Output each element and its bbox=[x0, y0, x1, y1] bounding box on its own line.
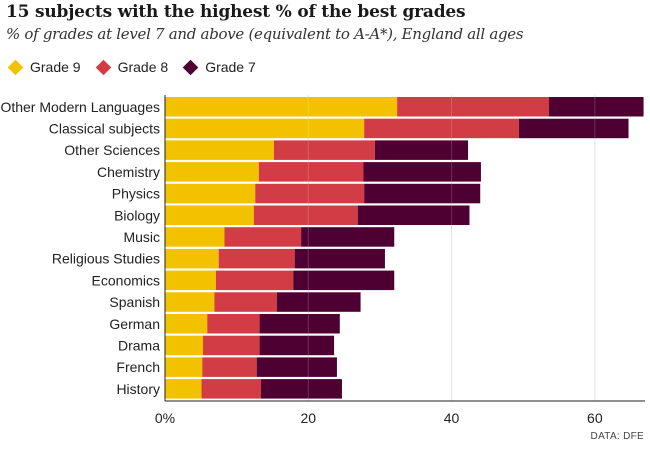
category-label: Other Sciences bbox=[64, 142, 160, 158]
bar-drama-grade-7 bbox=[259, 335, 335, 356]
x-tick-label: 20 bbox=[300, 410, 316, 426]
bar-drama-grade-8 bbox=[202, 335, 260, 356]
bar-spanish-grade-9 bbox=[165, 292, 215, 312]
bar-other-sciences-grade-8 bbox=[273, 140, 375, 160]
bar-other-modern-languages-grade-7 bbox=[549, 97, 644, 117]
bar-economics-grade-7 bbox=[293, 270, 395, 291]
bar-classical-subjects-grade-9 bbox=[165, 118, 365, 139]
category-label: Physics bbox=[112, 186, 160, 202]
bar-german-grade-7 bbox=[259, 314, 340, 334]
category-label: Biology bbox=[114, 207, 160, 223]
bar-classical-subjects-grade-8 bbox=[364, 118, 519, 139]
bar-other-modern-languages-grade-9 bbox=[165, 97, 398, 117]
legend-label-grade-7: Grade 7 bbox=[205, 59, 256, 75]
bar-economics-grade-9 bbox=[165, 270, 216, 291]
legend-label-grade-9: Grade 9 bbox=[30, 59, 81, 75]
bar-other-modern-languages-grade-8 bbox=[397, 97, 549, 117]
bar-biology-grade-9 bbox=[165, 205, 254, 225]
bar-history-grade-9 bbox=[165, 379, 202, 399]
bar-physics-grade-9 bbox=[165, 183, 256, 204]
bar-french-grade-8 bbox=[202, 357, 257, 377]
category-label: Music bbox=[123, 229, 160, 245]
x-tick-label: 60 bbox=[587, 410, 603, 426]
category-label: Religious Studies bbox=[52, 251, 160, 267]
bar-religious-studies-grade-8 bbox=[218, 248, 295, 269]
bar-biology-grade-7 bbox=[357, 205, 470, 225]
category-label: History bbox=[116, 381, 160, 397]
legend: Grade 9 Grade 8 Grade 7 bbox=[7, 59, 271, 75]
bar-religious-studies-grade-7 bbox=[294, 248, 385, 269]
chart-subtitle: % of grades at level 7 and above (equiva… bbox=[6, 25, 524, 43]
bar-drama-grade-9 bbox=[165, 335, 203, 356]
bar-chemistry-grade-7 bbox=[363, 162, 481, 182]
x-tick-label: 0% bbox=[155, 410, 175, 426]
bar-music-grade-9 bbox=[165, 227, 225, 247]
bar-other-sciences-grade-9 bbox=[165, 140, 274, 160]
category-label: French bbox=[116, 359, 160, 375]
bar-german-grade-8 bbox=[207, 314, 260, 334]
bar-physics-grade-8 bbox=[255, 183, 365, 204]
bar-economics-grade-8 bbox=[215, 270, 294, 291]
bar-french-grade-7 bbox=[256, 357, 337, 377]
bar-music-grade-7 bbox=[301, 227, 395, 247]
bar-biology-grade-8 bbox=[253, 205, 358, 225]
legend-label-grade-8: Grade 8 bbox=[117, 59, 169, 75]
bar-chemistry-grade-9 bbox=[165, 162, 259, 182]
category-label: German bbox=[109, 316, 160, 332]
category-label: Economics bbox=[92, 272, 160, 288]
legend-item-grade-7: Grade 7 bbox=[182, 59, 256, 75]
bar-other-sciences-grade-7 bbox=[374, 140, 469, 160]
x-tick-label: 40 bbox=[444, 410, 460, 426]
bar-spanish-grade-7 bbox=[276, 292, 361, 312]
bar-french-grade-9 bbox=[165, 357, 203, 377]
category-label: Drama bbox=[118, 337, 160, 353]
bar-history-grade-7 bbox=[261, 379, 342, 399]
legend-item-grade-9: Grade 9 bbox=[7, 59, 81, 75]
bar-music-grade-8 bbox=[224, 227, 302, 247]
bar-spanish-grade-8 bbox=[214, 292, 277, 312]
legend-item-grade-8: Grade 8 bbox=[95, 59, 169, 75]
category-label: Spanish bbox=[109, 294, 160, 310]
category-label: Chemistry bbox=[97, 164, 160, 180]
bar-chemistry-grade-8 bbox=[258, 162, 364, 182]
bar-history-grade-8 bbox=[201, 379, 261, 399]
bar-physics-grade-7 bbox=[364, 183, 481, 204]
category-label: Other Modern Languages bbox=[0, 99, 160, 115]
bar-german-grade-9 bbox=[165, 314, 208, 334]
data-source: DATA: DFE bbox=[590, 431, 644, 442]
bar-religious-studies-grade-9 bbox=[165, 248, 219, 269]
chart-title: 15 subjects with the highest % of the be… bbox=[6, 2, 466, 22]
bar-classical-subjects-grade-7 bbox=[518, 118, 629, 139]
category-label: Classical subjects bbox=[49, 120, 160, 136]
